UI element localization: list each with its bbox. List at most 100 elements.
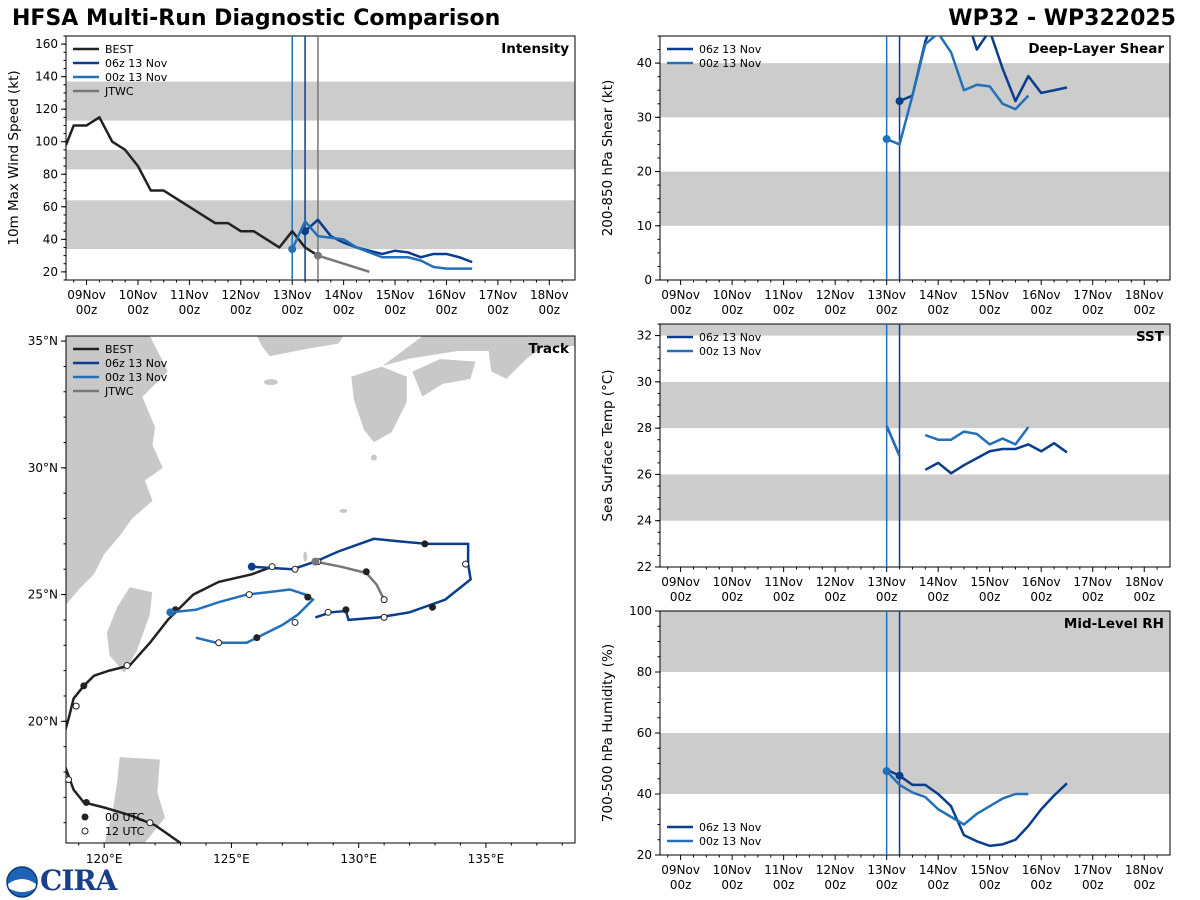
plot-area	[66, 36, 473, 280]
okinawa-island	[303, 551, 308, 562]
x-tick-label: 13Nov	[867, 575, 906, 589]
page-title: HFSA Multi-Run Diagnostic Comparison	[12, 6, 501, 31]
track-point-00utc	[421, 540, 429, 548]
track-start-point	[166, 608, 175, 617]
x-tick-label: 10Nov	[713, 288, 752, 302]
legend-label: 06z 13 Nov	[105, 357, 168, 370]
x-tick-label: 00z	[1030, 590, 1052, 604]
band	[66, 81, 575, 121]
x-tick-label: 00z	[979, 303, 1001, 317]
track-point-12utc	[66, 776, 73, 784]
x-tick-label: 00z	[876, 590, 898, 604]
x-tick-label: 00z	[773, 590, 795, 604]
series-06z-13-nov	[899, 36, 1068, 103]
x-tick-label: 00z	[1082, 878, 1104, 892]
honshu	[381, 336, 575, 380]
noaa-logo-icon	[6, 866, 38, 898]
jeju-island	[263, 379, 278, 386]
x-tick-label: 14Nov	[324, 288, 363, 302]
series-jtwc	[317, 254, 370, 274]
x-tick-label: 16Nov	[427, 288, 466, 302]
x-tick-label: 00z	[333, 303, 355, 317]
x-tick-label: 15Nov	[970, 575, 1009, 589]
track-point-00utc	[253, 634, 261, 642]
y-tick-label: 20°N	[28, 714, 58, 728]
track-point-12utc	[123, 662, 131, 670]
x-tick-label: 130°E	[340, 852, 377, 866]
x-tick-label: 00z	[1133, 878, 1155, 892]
shikoku	[411, 358, 477, 398]
band	[66, 149, 575, 170]
y-tick-label: 120	[35, 102, 58, 116]
panel-title: Track	[529, 341, 570, 357]
series-best	[66, 116, 319, 257]
panel-title: Mid-Level RH	[1064, 616, 1164, 632]
series-00z-13-nov	[885, 770, 1029, 826]
x-tick-label: 13Nov	[867, 288, 906, 302]
y-axis-label: 10m Max Wind Speed (kt)	[6, 70, 22, 245]
x-tick-label: 11Nov	[170, 288, 209, 302]
y-tick-label: 30	[637, 110, 652, 124]
x-tick-label: 00z	[824, 590, 846, 604]
chart-shear: 01020304009Nov00z10Nov00z11Nov00z12Nov00…	[600, 35, 1171, 317]
x-tick-label: 16Nov	[1022, 288, 1061, 302]
y-tick-label: 100	[35, 135, 58, 149]
series-00z-13-nov	[885, 425, 901, 457]
x-tick-label: 18Nov	[530, 288, 569, 302]
track-point-12utc	[245, 591, 253, 599]
x-tick-label: 00z	[773, 303, 795, 317]
track-point-12utc	[72, 702, 80, 710]
panel-title: Intensity	[501, 41, 569, 57]
plot-area	[66, 537, 473, 843]
track-point-00utc	[80, 682, 88, 690]
series-06z-13-nov	[924, 441, 1068, 475]
y-tick-label: 140	[35, 70, 58, 84]
x-tick-label: 00z	[1030, 878, 1052, 892]
x-tick-label: 12Nov	[221, 288, 260, 302]
x-tick-label: 14Nov	[919, 575, 958, 589]
legend-label: 06z 13 Nov	[699, 821, 762, 834]
y-tick-label: 0	[644, 273, 652, 287]
x-tick-label: 00z	[230, 303, 252, 317]
axes-frame	[659, 323, 1171, 568]
x-tick-label: 00z	[76, 303, 98, 317]
track-point-00utc	[362, 568, 370, 576]
series-best-south	[66, 765, 182, 843]
y-tick-label: 60	[43, 200, 58, 214]
cira-logo: CIRA	[40, 864, 117, 897]
x-tick-label: 00z	[670, 878, 692, 892]
x-tick-label: 00z	[436, 303, 458, 317]
x-tick-label: 120°E	[86, 852, 123, 866]
legend-label: 06z 13 Nov	[699, 331, 762, 344]
y-tick-label: 10	[637, 219, 652, 233]
yakushima-island	[370, 454, 377, 461]
y-tick-label: 20	[637, 848, 652, 862]
legend-label: 00 UTC	[105, 811, 145, 824]
track-point-12utc	[268, 563, 276, 571]
y-tick-label: 40	[637, 56, 652, 70]
x-tick-label: 00z	[773, 878, 795, 892]
taiwan	[106, 586, 153, 674]
x-tick-label: 10Nov	[713, 575, 752, 589]
legend-label: 06z 13 Nov	[105, 57, 168, 70]
x-tick-label: 00z	[927, 303, 949, 317]
y-tick-label: 25°N	[28, 588, 58, 602]
track-point-00utc	[342, 606, 350, 614]
x-tick-label: 00z	[487, 303, 509, 317]
track-point-12utc	[215, 639, 223, 647]
x-tick-label: 09Nov	[661, 288, 700, 302]
init-marker	[288, 245, 297, 254]
axes-frame	[65, 335, 576, 844]
x-tick-label: 00z	[721, 303, 743, 317]
x-tick-label: 00z	[979, 878, 1001, 892]
legend-label: 00z 13 Nov	[105, 371, 168, 384]
y-tick-label: 24	[637, 514, 652, 528]
y-tick-label: 20	[43, 265, 58, 279]
series-06z-13-nov	[886, 768, 1068, 848]
x-tick-label: 18Nov	[1125, 575, 1164, 589]
x-tick-label: 11Nov	[764, 863, 803, 877]
x-tick-label: 125°E	[213, 852, 250, 866]
legend-label: BEST	[105, 343, 133, 356]
y-tick-label: 100	[629, 604, 652, 618]
